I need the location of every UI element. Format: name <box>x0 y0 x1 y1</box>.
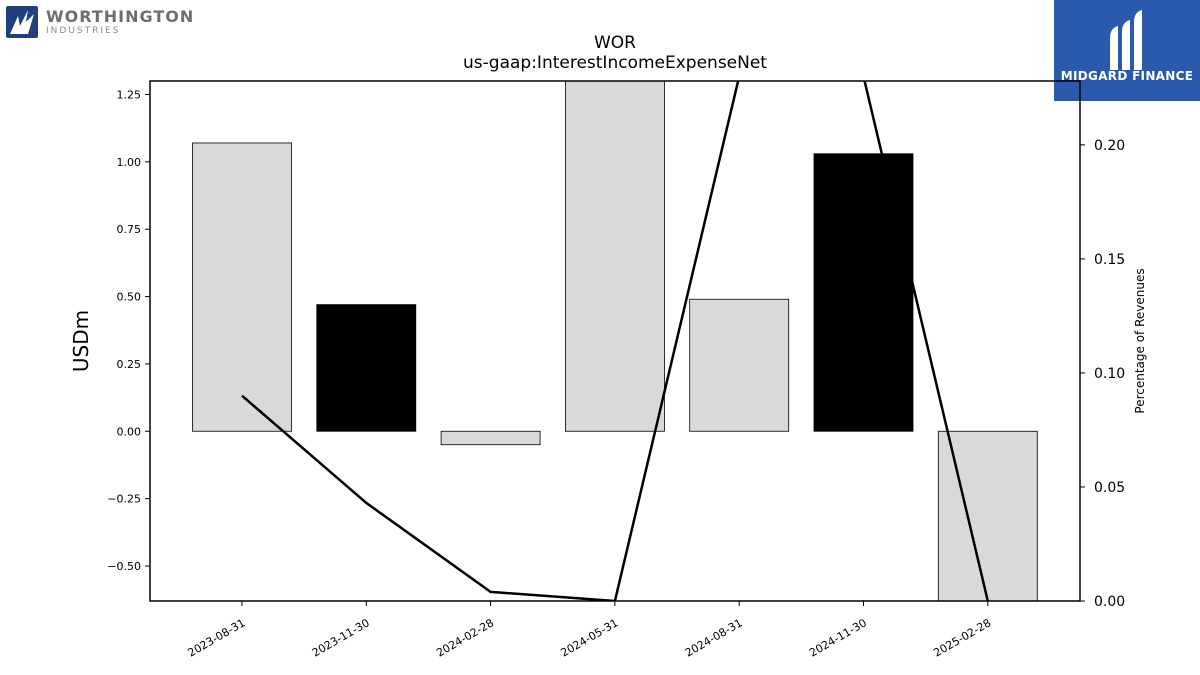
x-tick-label: 2024-08-31 <box>683 616 745 659</box>
x-axis: 2023-08-31 2023-11-30 2024-02-28 2024-05-31… <box>186 601 993 660</box>
y-right-tick-label: 0.05 <box>1094 480 1125 496</box>
bar-2024-08-31 <box>689 298 790 432</box>
logo-company-sub: INDUSTRIES <box>46 25 121 36</box>
bar-2024-05-31 <box>565 80 665 432</box>
right-axis: 0.00 0.05 0.10 0.15 0.20 <box>1080 138 1125 610</box>
y-right-tick-label: 0.20 <box>1094 138 1125 154</box>
y-axis-right-label: Percentage of Revenues <box>1133 268 1147 413</box>
bar-2023-11-30 <box>316 304 417 432</box>
chart-title: WOR <box>594 33 636 53</box>
left-axis: −0.50 −0.25 0.00 0.25 0.50 0.75 1.00 1.25 <box>107 88 150 573</box>
y-right-tick-label: 0.10 <box>1094 366 1125 382</box>
bars-group <box>192 80 1038 602</box>
y-right-tick-label: 0.15 <box>1094 252 1125 268</box>
midgard-brand-name: MIDGARD FINANCE <box>1060 69 1194 83</box>
y-tick-label: 0.25 <box>117 358 142 371</box>
y-tick-label: 0.00 <box>117 425 142 438</box>
line-group <box>241 81 990 601</box>
x-tick-label: 2023-08-31 <box>186 616 248 659</box>
worthington-mark-icon <box>6 6 38 38</box>
x-tick-label: 2025-02-28 <box>931 616 993 659</box>
chart-subtitle: us-gaap:InterestIncomeExpenseNet <box>463 53 767 73</box>
x-tick-label: 2024-05-31 <box>559 616 621 659</box>
worthington-logo: WORTHINGTON INDUSTRIES <box>6 6 194 38</box>
y-tick-label: 1.00 <box>117 156 142 169</box>
y-axis-label: USDm <box>69 310 93 372</box>
bar-2024-02-28 <box>440 430 541 446</box>
y-right-tick-label: 0.00 <box>1094 594 1125 610</box>
y-tick-label: −0.25 <box>107 493 141 506</box>
bar-2024-11-30 <box>813 153 914 432</box>
x-tick-label: 2024-02-28 <box>434 616 496 659</box>
x-tick-label: 2024-11-30 <box>807 616 869 659</box>
midgard-finance-logo: MIDGARD FINANCE <box>1054 0 1200 101</box>
x-tick-label: 2023-11-30 <box>310 616 372 659</box>
y-tick-label: 0.50 <box>117 291 142 304</box>
bar-2023-08-31 <box>192 142 292 432</box>
logo-company-name: WORTHINGTON <box>46 6 195 26</box>
y-tick-label: 0.75 <box>117 223 142 236</box>
y-tick-label: −0.50 <box>107 560 141 573</box>
midgard-mark-icon <box>1110 10 1142 70</box>
revenue-percentage-line <box>241 81 990 601</box>
y-tick-label: 1.25 <box>117 88 142 101</box>
